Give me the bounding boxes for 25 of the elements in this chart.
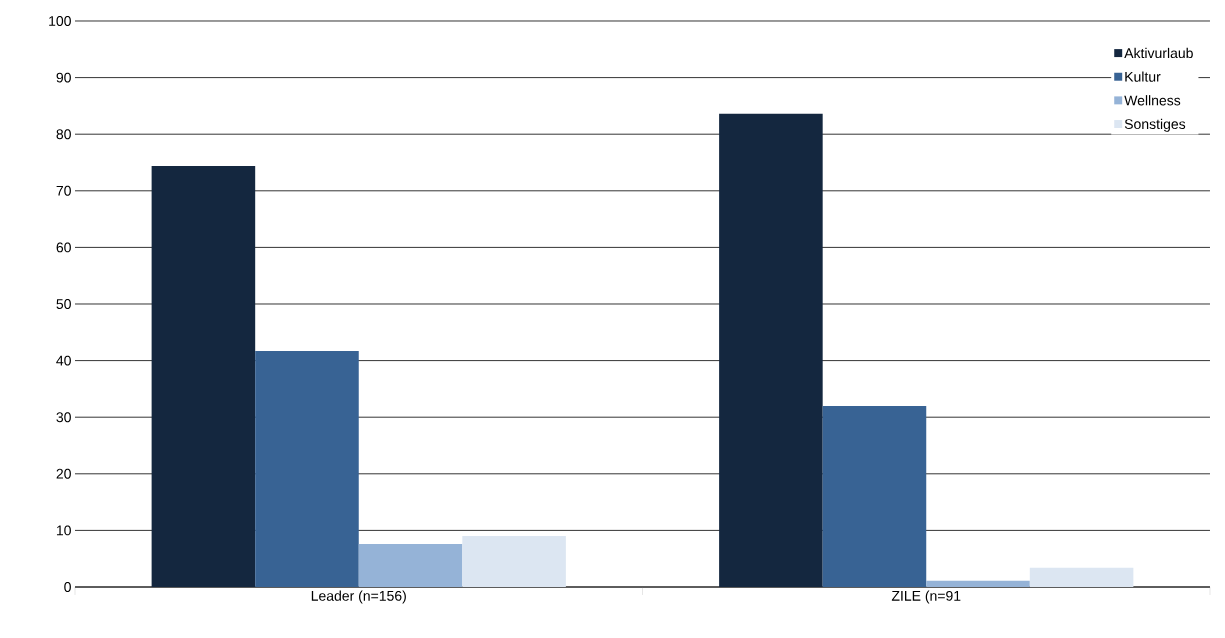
y-tick-label: 0 bbox=[64, 582, 71, 592]
legend-label: Aktivurlaub bbox=[1124, 47, 1193, 59]
legend-label: Sonstiges bbox=[1124, 118, 1186, 132]
bar bbox=[1029, 567, 1134, 587]
bar bbox=[822, 405, 927, 587]
bar bbox=[358, 543, 463, 587]
y-tick-label: 10 bbox=[56, 525, 71, 536]
bar bbox=[926, 580, 1030, 587]
legend-label: Kultur bbox=[1125, 71, 1161, 82]
y-tick-label: 60 bbox=[56, 242, 71, 253]
y-tick-label: 70 bbox=[56, 185, 71, 196]
bar bbox=[719, 113, 823, 587]
y-tick-label: 40 bbox=[56, 355, 71, 366]
bar bbox=[255, 350, 359, 587]
y-tick-label: 80 bbox=[56, 129, 71, 140]
y-tick-label: 50 bbox=[56, 299, 71, 309]
y-tick-label: 20 bbox=[56, 468, 71, 479]
bar bbox=[151, 165, 256, 587]
x-tick-label: Leader (n=156) bbox=[311, 590, 406, 604]
legend-label: Wellness bbox=[1124, 95, 1181, 106]
y-tick-label: 30 bbox=[56, 412, 71, 423]
y-tick-label: 90 bbox=[56, 72, 71, 83]
y-tick-label: 100 bbox=[49, 16, 71, 26]
x-tick-label: ZILE (n=91 bbox=[891, 590, 961, 604]
bar bbox=[462, 536, 566, 587]
